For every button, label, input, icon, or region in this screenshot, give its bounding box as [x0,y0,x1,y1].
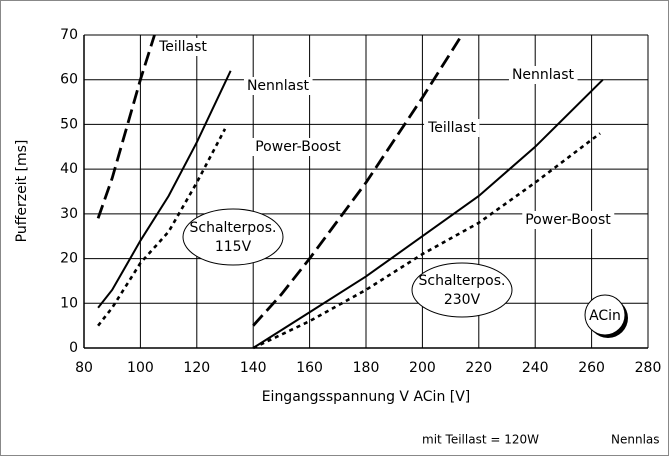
footer-text: mit Teillast = 120W [422,433,539,447]
x-tick-label: 100 [127,360,154,376]
series-label: Nennlast [247,78,310,94]
series-line [252,79,604,349]
series-line [252,132,601,350]
y-tick-label: 10 [60,295,78,311]
series-label: Power-Boost [525,212,611,228]
badge [584,294,626,336]
x-tick-label: 180 [353,360,380,376]
y-axis-label: Pufferzeit [ms] [14,140,30,243]
label-background [424,119,480,137]
y-tick-label: 40 [60,161,78,177]
x-tick-label: 280 [635,360,662,376]
lines [96,34,604,350]
label-background [252,138,345,156]
series-label: Power-Boost [255,139,341,155]
annotation: ACin [589,308,621,324]
x-tick-label: 240 [522,360,549,376]
y-tick-label: 20 [60,251,78,267]
y-tick-label: 70 [60,27,78,43]
series-line [97,128,227,327]
y-tick-label: 60 [60,72,78,88]
labels: Teillast Nennlast Power-Boost Teillast Nennl… [155,38,628,338]
annotation: Schalterpos. [190,220,277,236]
y-tick-label: 30 [60,206,78,222]
label-background [508,66,578,84]
callout [411,262,513,318]
footer-text: Nennlas [611,433,660,447]
x-tick-label: 200 [409,360,436,376]
series-label: Teillast [158,39,207,55]
label-background [243,77,313,95]
y-tick-label: 50 [60,116,78,132]
x-tick-label: 140 [240,360,267,376]
x-tick-label: 160 [296,360,323,376]
callout [182,208,284,266]
annotation: 115V [215,239,252,255]
x-tick-label: 220 [465,360,492,376]
x-tick-label: 80 [75,360,93,376]
x-axis-label: Eingangsspannung V ACin [V] [262,389,471,405]
series-line [96,34,156,219]
annotation: 230V [444,292,481,308]
annotation: Schalterpos. [419,273,506,289]
series-label: Nennlast [512,67,575,83]
y-tick-label: 0 [69,340,78,356]
label-background [522,211,615,229]
x-tick-label: 260 [578,360,605,376]
series-label: Teillast [427,120,476,136]
series-line [97,70,232,309]
x-tick-label: 120 [183,360,210,376]
label-background [155,38,211,56]
